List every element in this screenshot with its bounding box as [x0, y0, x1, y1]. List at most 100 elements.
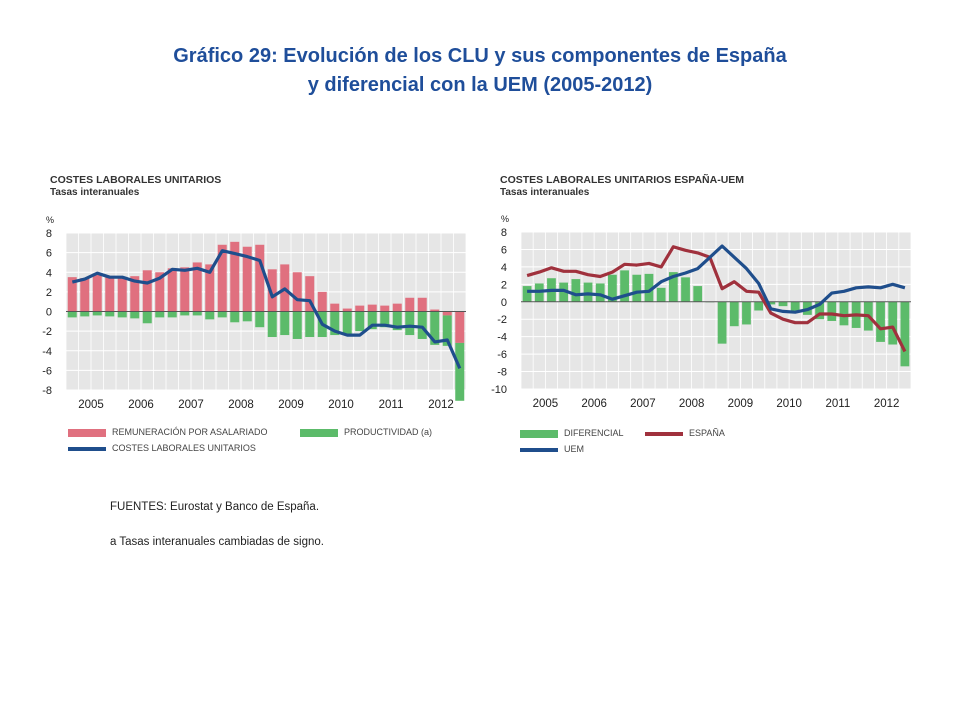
- bar-remuneraci-n-por-asalariado: [80, 278, 90, 312]
- bar-remuneraci-n-por-asalariado: [267, 269, 277, 312]
- legend-remuneracion-swatch: [68, 428, 106, 437]
- bar-productividad-a: [242, 311, 252, 322]
- bar-remuneraci-n-por-asalariado: [230, 241, 240, 312]
- legend-espana-label: ESPAÑA: [689, 428, 725, 438]
- bar-productividad-a: [405, 311, 415, 336]
- x-tick-label: 2012: [874, 398, 900, 410]
- bar-productividad-a: [442, 315, 452, 346]
- bar-diferencial: [815, 301, 824, 320]
- bar-diferencial: [888, 301, 898, 345]
- bar-remuneraci-n-por-asalariado: [242, 246, 252, 312]
- bar-remuneraci-n-por-asalariado: [455, 311, 465, 343]
- bar-remuneraci-n-por-asalariado: [67, 277, 77, 312]
- legend-productividad-label: PRODUCTIVIDAD (a): [344, 427, 433, 437]
- bar-productividad-a: [380, 311, 390, 328]
- legend-espana: ESPAÑA: [645, 428, 725, 438]
- bar-remuneraci-n-por-asalariado: [392, 303, 402, 312]
- bar-productividad-a: [392, 311, 402, 331]
- legend-diferencial-swatch: [520, 429, 558, 438]
- bar-diferencial: [522, 286, 532, 302]
- chart-title-line1: Gráfico 29: Evolución de los CLU y sus c…: [173, 45, 787, 67]
- chart-title-line2: y diferencial con la UEM (2005-2012): [307, 74, 653, 96]
- bar-remuneraci-n-por-asalariado: [105, 276, 115, 312]
- bar-productividad-a: [255, 311, 265, 328]
- bar-diferencial: [717, 301, 727, 344]
- legend-diferencial-label: DIFERENCIAL: [564, 428, 624, 438]
- bar-productividad-a: [105, 311, 115, 317]
- x-tick-label: 2009: [728, 398, 754, 410]
- bar-productividad-a: [305, 311, 315, 338]
- bar-productividad-a: [167, 311, 177, 318]
- y-tick-label: -10: [491, 384, 507, 396]
- x-tick-label: 2006: [581, 398, 607, 410]
- bar-remuneraci-n-por-asalariado: [117, 278, 127, 312]
- bar-diferencial: [876, 301, 885, 342]
- legend-remuneracion-label: REMUNERACIÓN POR ASALARIADO: [112, 427, 268, 437]
- y-tick-label: 8: [46, 228, 52, 240]
- y-tick-label: -6: [497, 349, 507, 361]
- bar-remuneraci-n-por-asalariado: [292, 272, 302, 312]
- legend-remuneracion: REMUNERACIÓN POR ASALARIADO: [68, 427, 268, 437]
- bar-productividad-a: [142, 311, 152, 324]
- bar-diferencial: [681, 277, 690, 302]
- bar-productividad-a: [267, 311, 277, 338]
- bar-productividad-a: [430, 311, 440, 345]
- bar-productividad-a: [330, 311, 340, 336]
- bar-remuneraci-n-por-asalariado: [92, 274, 102, 312]
- bar-remuneraci-n-por-asalariado: [192, 262, 202, 312]
- y-tick-label: 2: [46, 287, 52, 299]
- bar-diferencial: [571, 279, 581, 302]
- bar-productividad-a: [205, 311, 215, 320]
- bar-diferencial: [668, 272, 678, 302]
- line-uem: [527, 244, 906, 314]
- footer-note: a Tasas interanuales cambiadas de signo.: [110, 536, 324, 548]
- left-panel-heading: COSTES LABORALES UNITARIOS: [50, 174, 222, 186]
- y-unit-label: %: [501, 214, 509, 224]
- y-tick-label: 8: [501, 227, 507, 239]
- bar-productividad-a: [280, 311, 290, 336]
- bar-productividad-a: [130, 311, 140, 319]
- bar-productividad-a: [67, 311, 77, 318]
- x-tick-label: 2007: [178, 399, 204, 411]
- bar-remuneraci-n-por-asalariado: [342, 308, 352, 312]
- bar-remuneraci-n-por-asalariado: [405, 297, 415, 312]
- bar-remuneraci-n-por-asalariado: [155, 272, 165, 312]
- bar-remuneraci-n-por-asalariado: [205, 264, 215, 312]
- y-tick-label: 6: [46, 248, 52, 260]
- left-panel-subheading: Tasas interanuales: [50, 187, 140, 198]
- bar-remuneraci-n-por-asalariado: [167, 268, 177, 312]
- bar-productividad-a: [367, 311, 377, 330]
- y-tick-label: -8: [42, 385, 52, 397]
- x-tick-label: 2008: [679, 398, 705, 410]
- bar-diferencial: [595, 283, 605, 302]
- x-tick-label: 2010: [328, 399, 354, 411]
- bar-remuneraci-n-por-asalariado: [305, 276, 315, 312]
- bar-diferencial: [656, 287, 666, 302]
- x-tick-label: 2007: [630, 398, 656, 410]
- bar-productividad-a: [342, 311, 352, 335]
- bar-remuneraci-n-por-asalariado: [217, 244, 227, 312]
- bar-remuneraci-n-por-asalariado: [142, 270, 152, 312]
- line-costes-laborales-unitarios: [71, 249, 462, 370]
- y-tick-label: 0: [46, 307, 52, 319]
- y-tick-label: -4: [42, 346, 52, 358]
- bar-productividad-a: [230, 311, 240, 323]
- right-panel-subheading: Tasas interanuales: [500, 187, 590, 198]
- bar-diferencial: [900, 301, 910, 367]
- legend-clu-swatch: [68, 446, 106, 451]
- legend-productividad-swatch: [300, 428, 338, 437]
- bar-diferencial: [766, 301, 776, 305]
- bar-diferencial: [583, 282, 593, 302]
- bar-diferencial: [778, 301, 788, 307]
- bar-productividad-a: [155, 311, 165, 318]
- bar-productividad-a: [117, 311, 127, 318]
- legend-clu-label: COSTES LABORALES UNITARIOS: [112, 443, 256, 453]
- bar-remuneraci-n-por-asalariado: [130, 276, 140, 312]
- legend-diferencial: DIFERENCIAL: [520, 428, 624, 438]
- x-tick-label: 2006: [128, 399, 154, 411]
- bar-remuneraci-n-por-asalariado: [180, 267, 190, 312]
- footer-sources: FUENTES: Eurostat y Banco de España.: [110, 501, 320, 513]
- x-tick-label: 2012: [428, 399, 454, 411]
- bar-remuneraci-n-por-asalariado: [430, 309, 440, 312]
- left-chart: 8 6 4 2 0 -2 -4 -6 -8% 2005 2006 2007 2008 2009 2010 20…: [42, 215, 467, 411]
